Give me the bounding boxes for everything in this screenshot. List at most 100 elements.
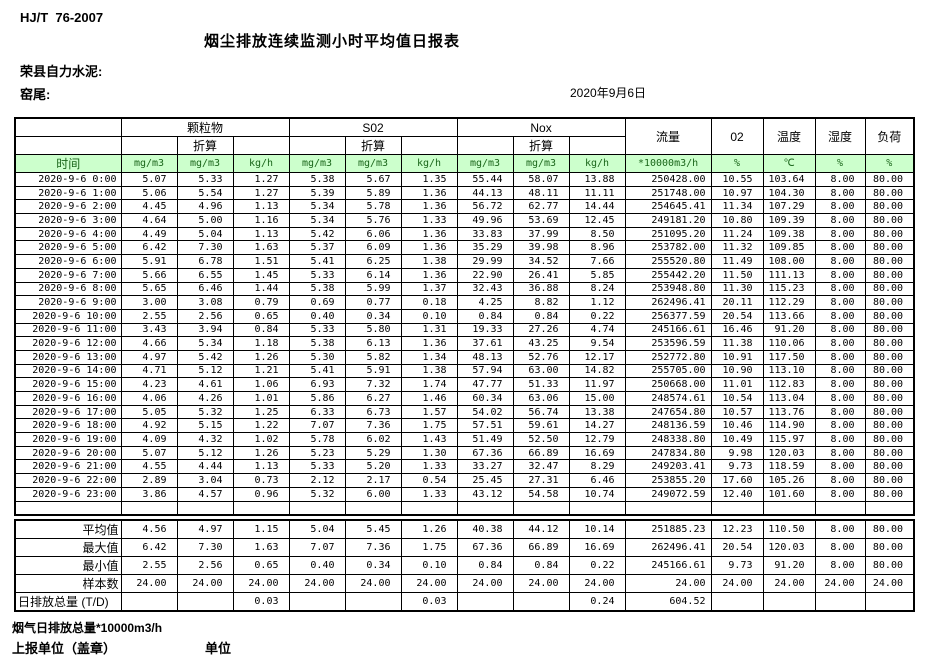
value-cell: 47.77 (456, 377, 514, 392)
value-cell: 0.22 (568, 308, 626, 324)
company-name: 荣县自力水泥: (20, 64, 103, 79)
value-cell: 8.00 (814, 213, 866, 228)
value-cell: 604.52 (624, 591, 712, 612)
value-cell: 7.36 (344, 537, 402, 557)
value-cell: 40.38 (456, 519, 514, 539)
row-label: 2020-9-6 12:00 (14, 336, 122, 351)
value-cell: 249203.41 (624, 459, 712, 475)
row-label (14, 500, 122, 516)
table-row: 2020-9-6 2:00 4.45 4.96 1.13 5.34 5.78 1.36 56.… (14, 199, 915, 215)
value-cell: 8.00 (814, 226, 866, 242)
value-cell: 248338.80 (624, 432, 712, 447)
value-cell: 6.09 (344, 240, 402, 256)
value-cell: 0.79 (232, 295, 290, 310)
value-cell: 12.45 (568, 213, 626, 228)
value-cell: 9.54 (568, 336, 626, 351)
value-cell: 80.00 (864, 363, 915, 379)
value-cell (176, 591, 234, 612)
value-cell: 8.00 (814, 363, 866, 379)
value-cell: 2.55 (120, 555, 178, 575)
value-cell: 11.32 (710, 240, 764, 256)
value-cell: 11.30 (710, 281, 764, 297)
value-cell (400, 500, 458, 516)
value-cell: 109.38 (762, 226, 816, 242)
value-cell: 57.94 (456, 363, 514, 379)
value-cell: 4.96 (176, 199, 234, 215)
value-cell: 8.00 (814, 295, 866, 310)
header-converted-so2: 折算 (344, 136, 402, 155)
header-group-so2: S02 (288, 117, 458, 137)
value-cell: 251885.23 (624, 519, 712, 539)
value-cell: 3.04 (176, 473, 234, 488)
value-cell: 24.00 (568, 573, 626, 593)
value-cell: 101.60 (762, 486, 816, 502)
value-cell: 5.76 (344, 213, 402, 228)
value-cell (568, 500, 626, 516)
value-cell: 115.97 (762, 432, 816, 447)
value-cell: 5.38 (288, 336, 346, 351)
row-label: 2020-9-6 5:00 (14, 240, 122, 256)
header-o2: 02 (710, 117, 764, 155)
value-cell: 1.25 (232, 404, 290, 420)
unit-cell: mg/m3 (120, 154, 178, 173)
row-label: 2020-9-6 21:00 (14, 459, 122, 475)
value-cell: 37.61 (456, 336, 514, 351)
value-cell (232, 500, 290, 516)
table-row: 2020-9-6 22:00 2.89 3.04 0.73 2.12 2.17 0.54 25… (14, 473, 915, 488)
table-row: 2020-9-6 6:00 5.91 6.78 1.51 5.41 6.25 1.38 29.… (14, 254, 915, 269)
header-blank (14, 136, 122, 155)
value-cell: 10.57 (710, 404, 764, 420)
value-cell: 5.42 (176, 349, 234, 365)
row-label: 2020-9-6 3:00 (14, 213, 122, 228)
value-cell: 5.29 (344, 445, 402, 461)
row-label: 2020-9-6 14:00 (14, 363, 122, 379)
value-cell: 109.85 (762, 240, 816, 256)
value-cell: 27.26 (512, 322, 570, 338)
value-cell: 108.00 (762, 254, 816, 269)
value-cell: 8.24 (568, 281, 626, 297)
value-cell: 5.34 (288, 213, 346, 228)
value-cell: 0.03 (232, 591, 290, 612)
value-cell: 0.40 (288, 555, 346, 575)
value-cell: 43.12 (456, 486, 514, 502)
value-cell: 250428.00 (624, 172, 712, 187)
value-cell: 19.33 (456, 322, 514, 338)
value-cell: 1.36 (400, 240, 458, 256)
value-cell: 8.00 (814, 336, 866, 351)
value-cell: 5.33 (288, 322, 346, 338)
value-cell: 53.69 (512, 213, 570, 228)
value-cell: 8.00 (814, 322, 866, 338)
value-cell: 118.59 (762, 459, 816, 475)
header-humidity: 湿度 (814, 117, 866, 155)
value-cell: 1.74 (400, 377, 458, 392)
value-cell: 52.50 (512, 432, 570, 447)
row-label: 2020-9-6 6:00 (14, 254, 122, 269)
value-cell: 4.23 (120, 377, 178, 392)
header-time: 时间 (14, 154, 122, 173)
value-cell: 1.34 (400, 349, 458, 365)
value-cell: 80.00 (864, 391, 915, 406)
unit-cell: kg/h (568, 154, 626, 173)
value-cell: 6.42 (120, 537, 178, 557)
value-cell: 20.54 (710, 537, 764, 557)
value-cell: 3.43 (120, 322, 178, 338)
value-cell: 3.08 (176, 295, 234, 310)
value-cell: 6.25 (344, 254, 402, 269)
value-cell: 1.36 (400, 199, 458, 215)
value-cell: 247834.80 (624, 445, 712, 461)
value-cell: 5.33 (288, 459, 346, 475)
value-cell: 11.38 (710, 336, 764, 351)
value-cell (288, 500, 346, 516)
value-cell: 5.07 (120, 172, 178, 187)
value-cell: 5.12 (176, 445, 234, 461)
value-cell: 24.00 (814, 573, 866, 593)
value-cell: 0.96 (232, 486, 290, 502)
value-cell: 91.20 (762, 555, 816, 575)
value-cell: 4.32 (176, 432, 234, 447)
value-cell: 80.00 (864, 295, 915, 310)
value-cell: 12.40 (710, 486, 764, 502)
value-cell: 0.73 (232, 473, 290, 488)
value-cell: 24.00 (762, 573, 816, 593)
value-cell: 55.44 (456, 172, 514, 187)
value-cell: 8.00 (814, 473, 866, 488)
